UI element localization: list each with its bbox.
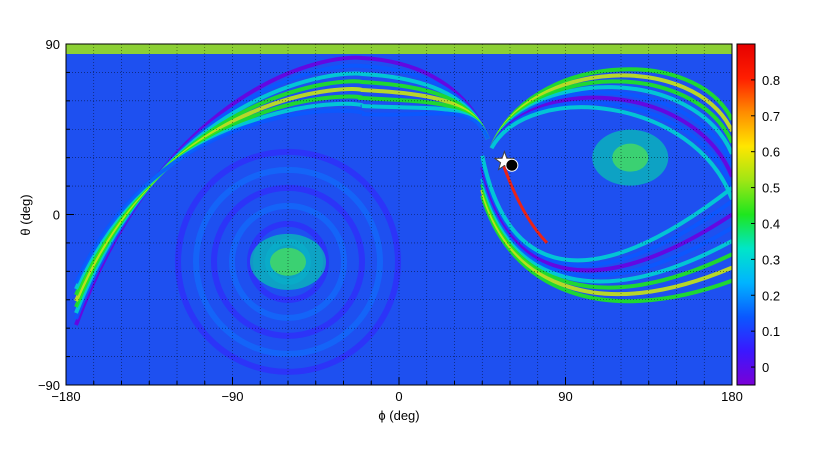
marker-circle (505, 158, 519, 172)
x-tick-label: 0 (395, 389, 402, 404)
colorbar-gradient (736, 43, 756, 386)
heat-hotspot-core (270, 247, 306, 276)
grid-lines (66, 44, 732, 385)
heatmap-layer (66, 44, 732, 375)
y-tick-label: 0 (53, 208, 60, 223)
colorbar-tick-label: 0.7 (762, 109, 780, 124)
colorbar-tick-label: 0.8 (762, 73, 780, 88)
x-tick-label: 180 (721, 389, 743, 404)
colorbar-tick-label: 0.3 (762, 252, 780, 267)
x-axis-label: ϕ (deg) (378, 408, 419, 423)
x-tick-label: 90 (558, 389, 572, 404)
heat-swirl-right (480, 105, 732, 263)
y-axis-label: θ (deg) (18, 194, 33, 235)
heat-peak-streak (499, 157, 549, 244)
marker-star (493, 149, 516, 171)
heat-swirl-left (74, 108, 490, 284)
y-tick-label: 90 (46, 37, 60, 52)
heat-top-band (66, 44, 732, 54)
colorbar-tick-label: 0.5 (762, 181, 780, 196)
x-tick-label: −180 (51, 389, 80, 404)
colorbar-tick-label: 0 (762, 360, 769, 375)
colorbar-tick-label: 0.6 (762, 145, 780, 160)
y-tick-label: −90 (38, 378, 60, 393)
colorbar-tick-label: 0.1 (762, 324, 780, 339)
colorbar: 0 0.1 0.2 0.3 0.4 0.5 0.6 0.7 0.8 (736, 43, 780, 386)
x-tick-label: −90 (221, 389, 243, 404)
colorbar-tick-label: 0.2 (762, 288, 780, 303)
markers (493, 149, 519, 172)
colorbar-tick-label: 0.4 (762, 216, 780, 231)
